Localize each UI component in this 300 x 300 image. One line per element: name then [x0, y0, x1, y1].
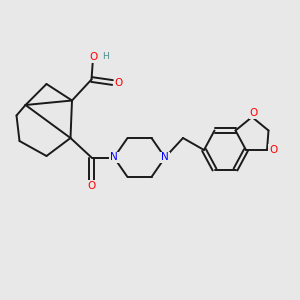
- Text: O: O: [87, 181, 96, 191]
- Text: O: O: [89, 52, 97, 62]
- Text: O: O: [269, 145, 277, 155]
- Text: H: H: [102, 52, 109, 62]
- Text: O: O: [114, 77, 123, 88]
- Text: N: N: [161, 152, 169, 163]
- Text: N: N: [110, 152, 118, 163]
- Text: O: O: [249, 108, 258, 118]
